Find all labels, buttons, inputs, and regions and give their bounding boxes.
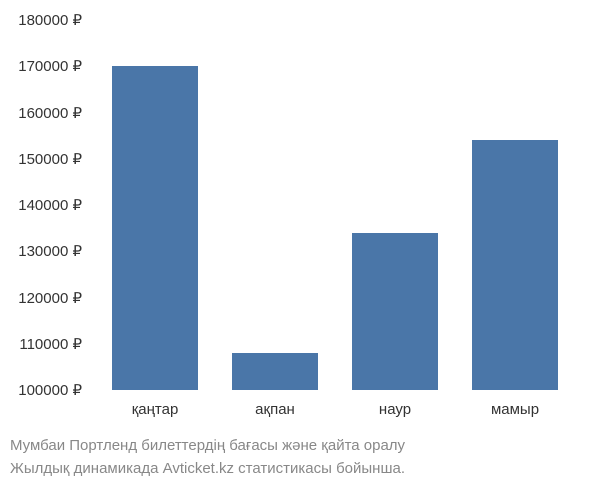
chart-container: 100000 ₽ 110000 ₽ 120000 ₽ 130000 ₽ 140000 ₽… xyxy=(0,0,600,500)
bar xyxy=(352,233,438,390)
x-tick-label: мамыр xyxy=(491,401,539,418)
y-tick-label: 120000 ₽ xyxy=(18,289,82,307)
x-axis: қаңтар ақпан наур мамыр xyxy=(95,395,575,425)
y-tick-label: 140000 ₽ xyxy=(18,196,82,214)
y-tick-label: 150000 ₽ xyxy=(18,150,82,168)
y-tick-label: 130000 ₽ xyxy=(18,242,82,260)
y-tick-label: 100000 ₽ xyxy=(18,381,82,399)
bar xyxy=(112,66,198,390)
y-tick-label: 160000 ₽ xyxy=(18,104,82,122)
caption-line-1: Мумбаи Портленд билеттердің бағасы және … xyxy=(10,435,405,458)
bar xyxy=(472,140,558,390)
x-tick-label: қаңтар xyxy=(132,401,179,418)
caption-line-2: Жылдық динамикада Avticket.kz статистика… xyxy=(10,458,405,481)
x-tick-label: ақпан xyxy=(255,401,295,418)
y-tick-label: 170000 ₽ xyxy=(18,57,82,75)
y-tick-label: 180000 ₽ xyxy=(18,11,82,29)
chart-caption: Мумбаи Портленд билеттердің бағасы және … xyxy=(10,435,405,480)
y-axis: 100000 ₽110000 ₽120000 ₽130000 ₽140000 ₽… xyxy=(0,20,90,390)
x-tick-label: наур xyxy=(379,401,411,418)
bar xyxy=(232,353,318,390)
y-tick-label: 110000 ₽ xyxy=(19,335,82,353)
plot-area xyxy=(95,20,575,390)
